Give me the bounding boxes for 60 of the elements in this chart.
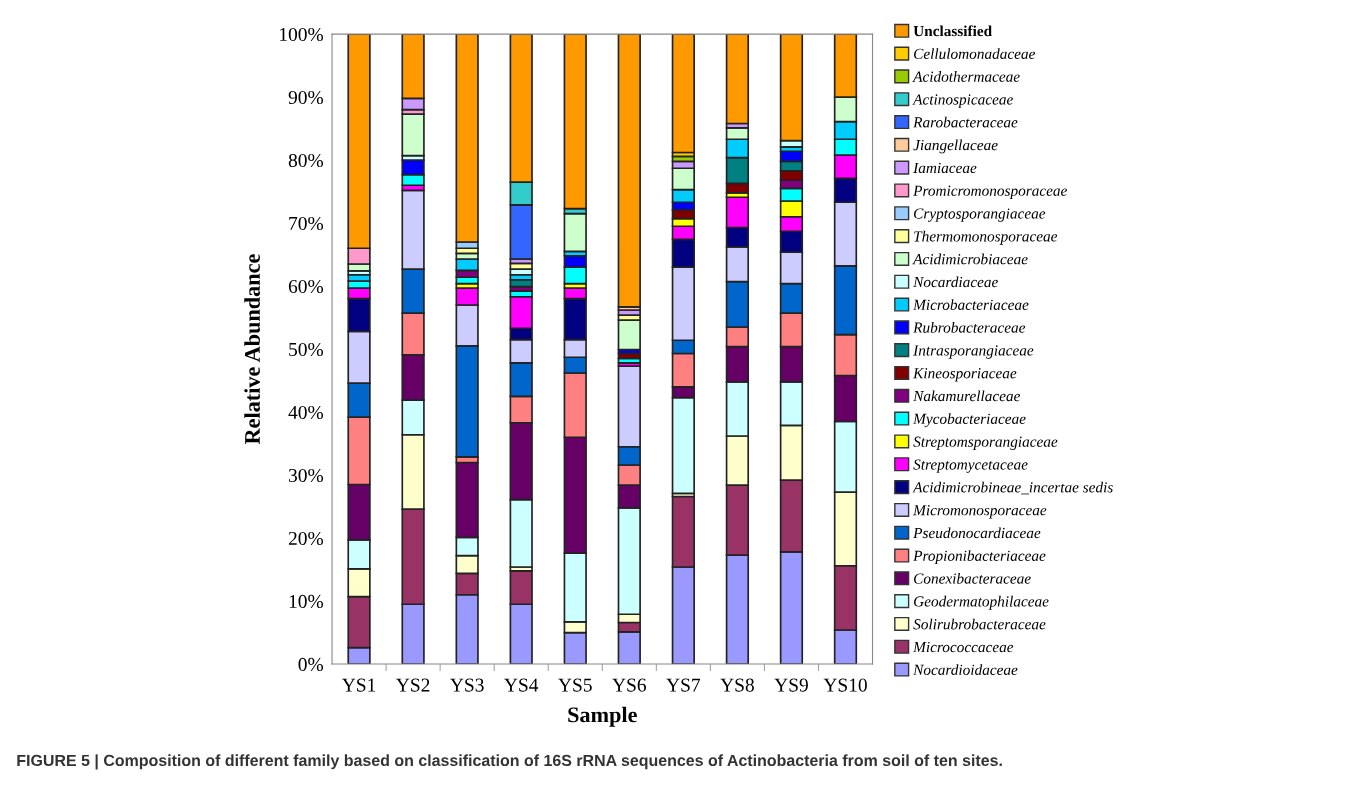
y-tick-label: 0% <box>298 657 324 672</box>
bar <box>401 113 425 157</box>
legend-label: Mycobacteriaceae <box>912 413 1026 428</box>
x-tick-label: YS7 <box>666 678 701 692</box>
x-tick-label: YS4 <box>504 678 539 692</box>
x-tick-label: YS9 <box>774 678 808 692</box>
y-tick-label: 90% <box>288 90 324 105</box>
bar <box>617 319 641 351</box>
legend-label: Iamiaceae <box>913 162 977 174</box>
bar <box>725 34 750 125</box>
x-tick-label: YS3 <box>450 678 484 692</box>
x-tick-label: YS5 <box>558 678 592 692</box>
bar <box>671 34 695 154</box>
legend-label: Microbacteriaceae <box>912 299 1029 310</box>
bar <box>617 34 641 308</box>
x-tick-label: YS2 <box>396 678 430 692</box>
legend-label: Promicromonosporaceae <box>913 185 1067 199</box>
x-tick-label: YS6 <box>612 678 647 692</box>
legend-label: Acidothermaceae <box>912 71 1020 82</box>
legend-label: Nocardiaceae <box>913 276 998 288</box>
y-tick-label: 40% <box>288 405 324 420</box>
legend-label: Cellulomonadaceae <box>914 48 1036 60</box>
y-tick-label: 50% <box>289 342 324 357</box>
legend-label: Jiangellaceae <box>913 139 998 154</box>
legend-label: Kineosporiaceae <box>912 368 1017 382</box>
legend-label: Pseudonocardiaceae <box>913 527 1041 539</box>
legend-label: Intrasporangiaceae <box>913 345 1034 359</box>
y-tick-label: 10% <box>289 594 324 609</box>
legend-label: Acidimicrobineae_incertae sedis <box>912 481 1113 495</box>
legend-label: Nakamurellaceae <box>913 390 1021 402</box>
legend-label: Acidimicrobiaceae <box>912 253 1028 265</box>
legend-label: Actinospicaceae <box>912 94 1013 108</box>
legend-label: Micrococcaceae <box>912 641 1014 653</box>
legend-label: Micromonosporaceae <box>912 505 1047 519</box>
legend-label: Conexibacteraceae <box>914 573 1031 584</box>
legend-label: Rarobacteraceae <box>913 116 1018 128</box>
legend-label: Nocardioidaceae <box>913 664 1018 675</box>
y-tick-label: 80% <box>288 153 324 168</box>
caption: FIGURE 5 | Composition of different family based on classification of 16S rRNA sequences of Actinobacteria from soil of ten sites. <box>17 754 1002 770</box>
y-tick-label: 60% <box>288 279 324 294</box>
legend-label: Propionibacteriaceae <box>913 550 1046 565</box>
bar <box>563 34 587 210</box>
y-tick-label: 100% <box>280 27 324 42</box>
legend-label: Streptomsporangiaceae <box>913 436 1058 450</box>
legend-label: Cryptosporangiaceae <box>914 208 1046 222</box>
y-tick-label: 20% <box>288 531 324 546</box>
legend-label: Streptomycetaceae <box>913 459 1028 473</box>
x-axis-title: Sample <box>568 706 637 727</box>
x-tick-label: YS8 <box>720 678 754 692</box>
legend-label: Thermomonosporaceae <box>914 230 1058 245</box>
legend-label: Unclassified <box>913 25 992 37</box>
y-tick-label: 70% <box>289 216 324 231</box>
bar <box>563 212 587 253</box>
x-tick-label: YS10 <box>823 678 867 692</box>
legend-label: Rubrobacteraceae <box>913 322 1026 333</box>
y-tick-label: 30% <box>288 468 324 483</box>
legend-label: Geodermatophilaceae <box>914 595 1049 610</box>
x-tick-label: YS1 <box>341 678 376 692</box>
legend-label: Solirubrobacteraceae <box>913 618 1046 630</box>
y-axis-title: Relative Abundance <box>244 254 260 445</box>
